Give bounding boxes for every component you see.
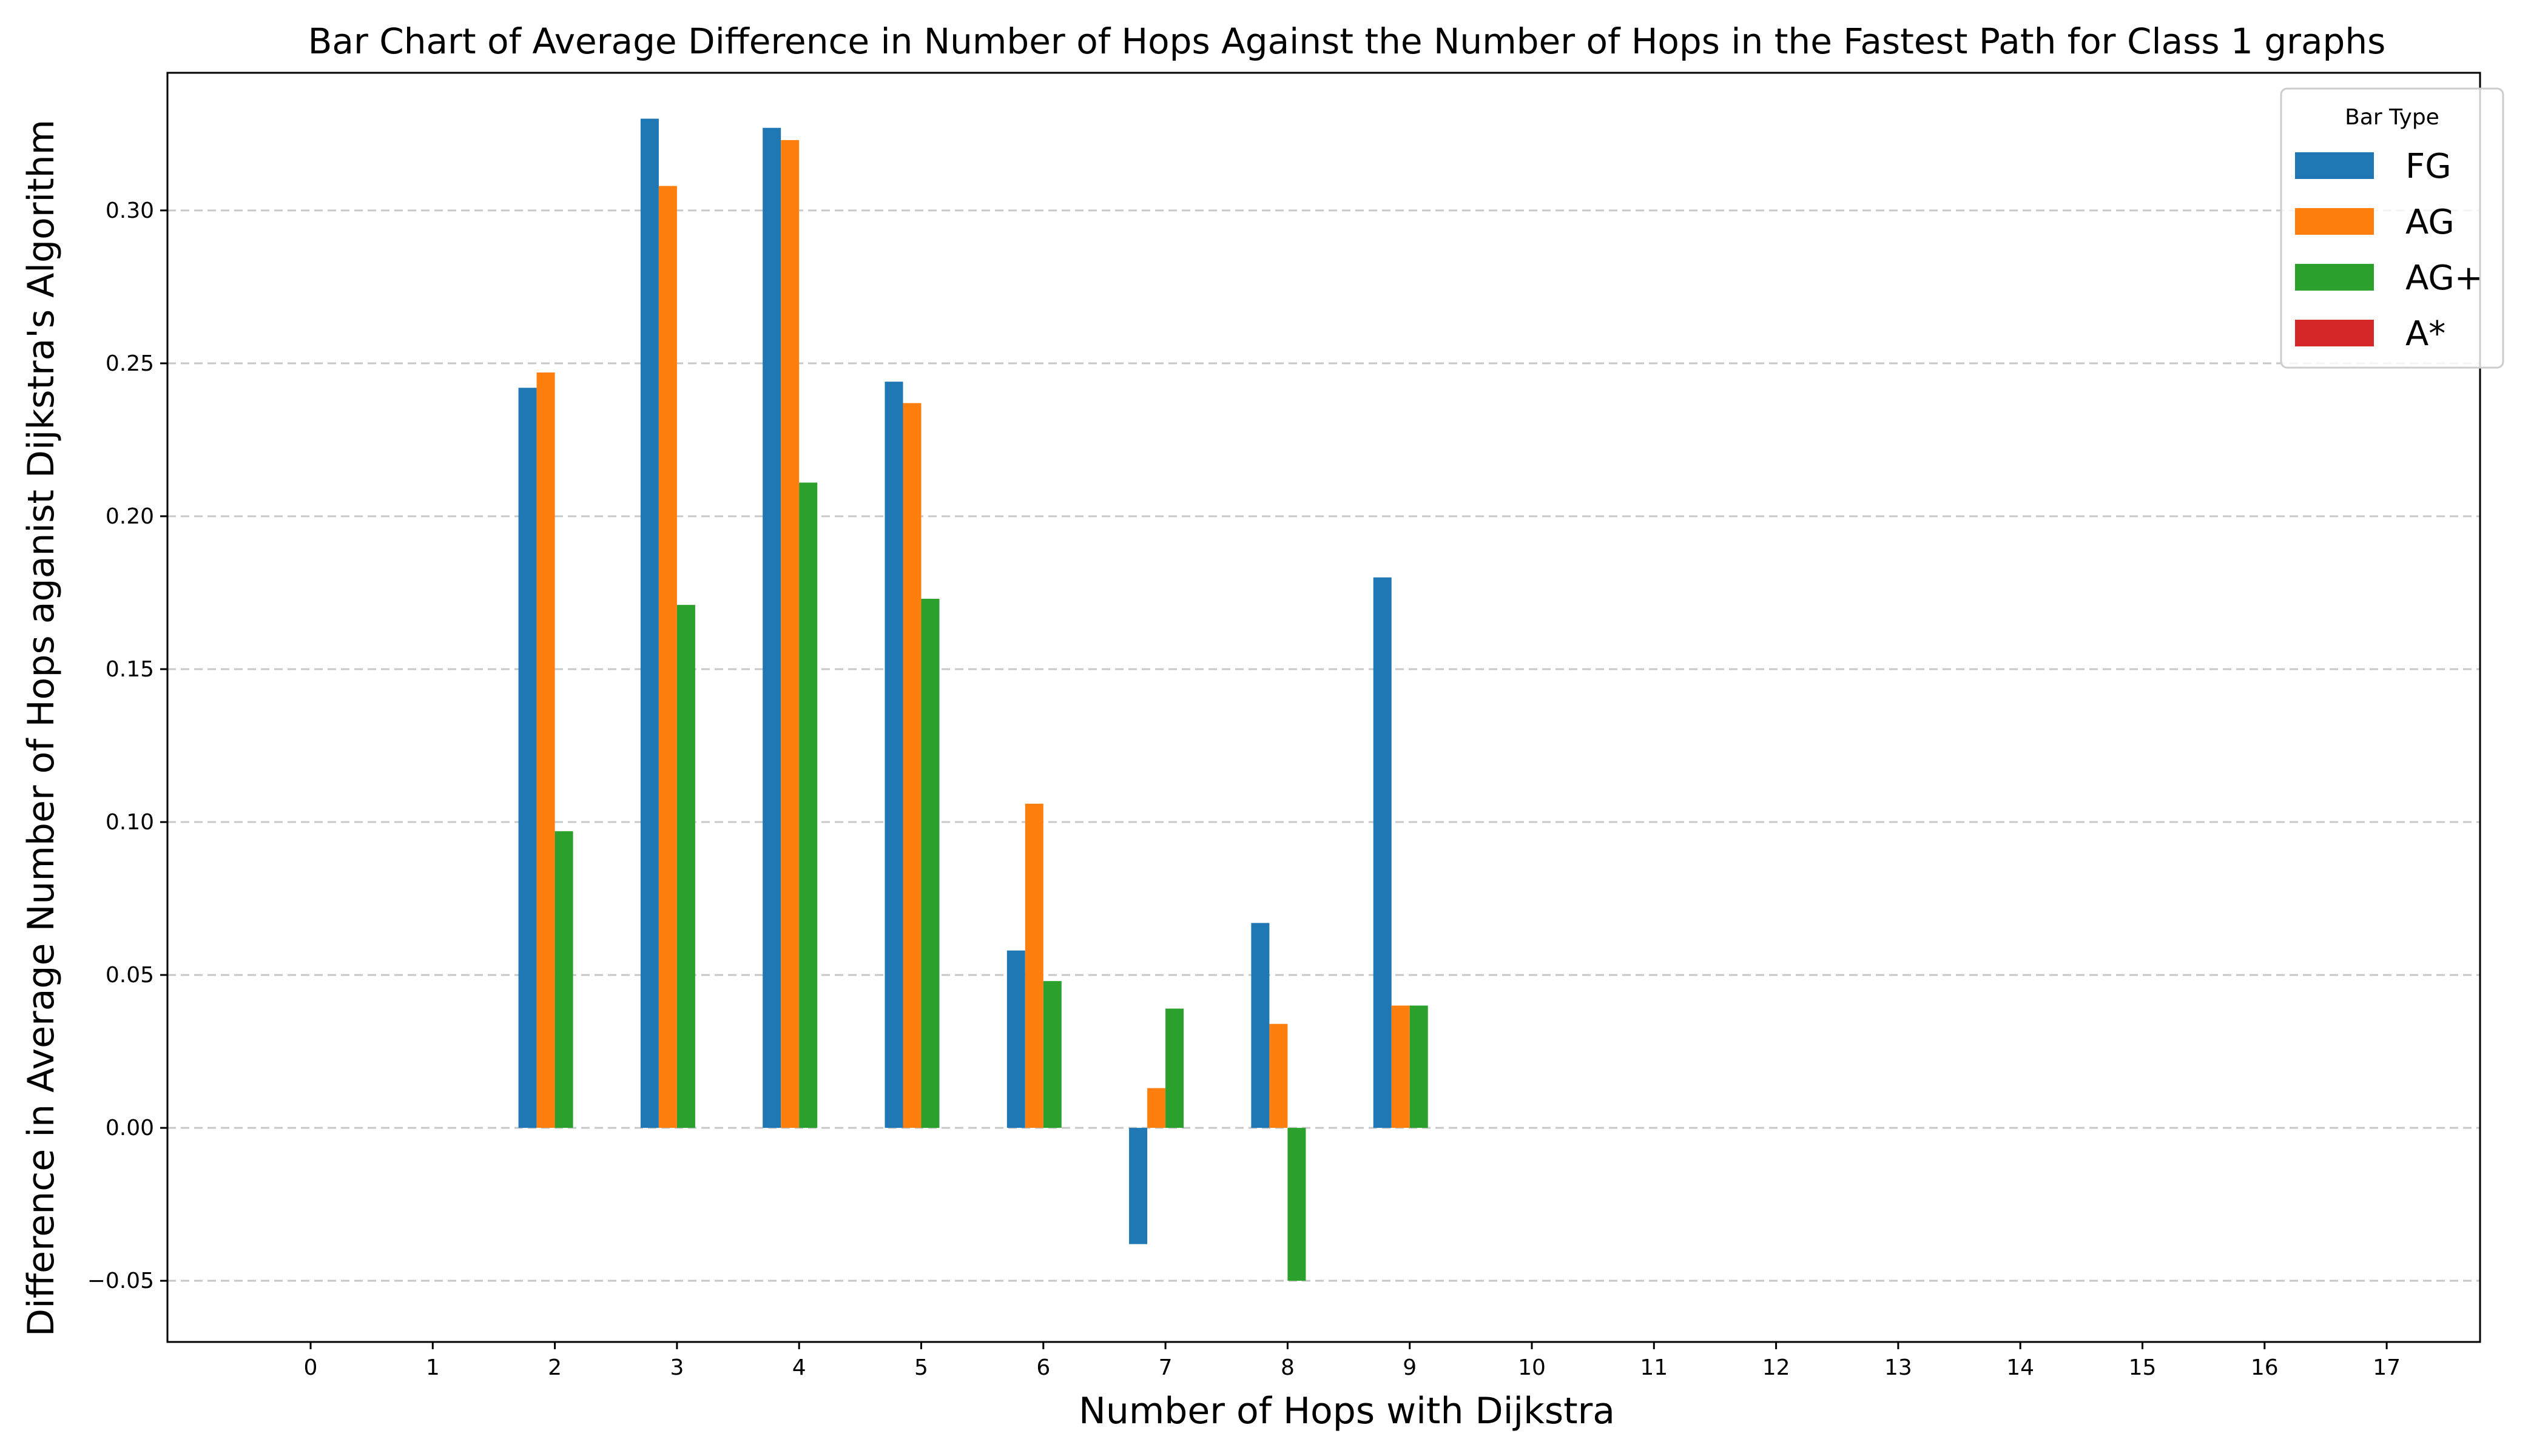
bar-ag-8 [1269, 1023, 1288, 1128]
x-tick-label: 15 [2129, 1355, 2157, 1380]
legend-label: FG [2405, 147, 2452, 186]
x-tick-label: 11 [1640, 1355, 1668, 1380]
bar-ag--8 [1287, 1128, 1306, 1281]
y-axis-label: Difference in Average Number of Hops aga… [20, 120, 62, 1336]
x-tick-label: 6 [1036, 1355, 1050, 1380]
bar-ag-5 [903, 403, 922, 1128]
legend-label: AG [2405, 203, 2455, 242]
bar-ag--2 [554, 831, 573, 1128]
bar-ag-3 [658, 186, 677, 1128]
bar-ag--4 [799, 482, 818, 1128]
x-tick-label: 3 [670, 1355, 684, 1380]
x-tick-label: 7 [1159, 1355, 1173, 1380]
bar-ag-4 [781, 140, 800, 1128]
chart-title: Bar Chart of Average Difference in Numbe… [308, 21, 2386, 62]
x-axis-label: Number of Hops with Dijkstra [1079, 1390, 1615, 1432]
grid-lines [167, 209, 2480, 1282]
legend-swatch [2295, 264, 2374, 291]
axis-ticks: −0.050.000.050.100.150.200.250.300 1 2 3 4 5 6… [87, 198, 2401, 1380]
bar-ag-6 [1025, 803, 1043, 1128]
bar-fg-3 [640, 118, 659, 1128]
plot-frame [166, 72, 2481, 1343]
x-tick-label: 10 [1518, 1355, 1546, 1380]
x-tick-label: 12 [1762, 1355, 1790, 1380]
x-tick-label: 1 [426, 1355, 440, 1380]
y-tick-label: 0.05 [106, 963, 154, 988]
y-tick-label: 0.20 [106, 504, 154, 529]
legend-title: Bar Type [2345, 105, 2439, 130]
bar-ag--5 [921, 599, 940, 1128]
y-tick-label: −0.05 [87, 1269, 154, 1293]
bar-ag-7 [1147, 1088, 1166, 1128]
legend-label: A* [2405, 314, 2445, 354]
x-tick-label: 0 [304, 1355, 318, 1380]
legend-label: AG+ [2405, 258, 2483, 298]
legend-swatch [2295, 152, 2374, 179]
bar-ag--9 [1409, 1005, 1428, 1128]
x-tick-label: 13 [1884, 1355, 1912, 1380]
bar-fg-7 [1129, 1128, 1148, 1244]
bar-fg-2 [518, 388, 537, 1128]
bar-fg-8 [1251, 923, 1270, 1128]
x-tick-label: 17 [2373, 1355, 2401, 1380]
bar-fg-6 [1006, 950, 1025, 1128]
y-tick-label: 0.25 [106, 351, 154, 376]
bar-ag--7 [1165, 1008, 1184, 1128]
bar-ag-2 [536, 372, 555, 1128]
legend-items: FG AG AG+ A* [2295, 147, 2483, 354]
bar-fg-5 [885, 382, 903, 1128]
y-tick-label: 0.00 [106, 1116, 154, 1141]
x-tick-label: 16 [2251, 1355, 2279, 1380]
y-tick-label: 0.10 [106, 810, 154, 835]
bar-ag--3 [676, 605, 695, 1128]
x-tick-label: 8 [1281, 1355, 1295, 1380]
x-tick-label: 4 [792, 1355, 806, 1380]
y-tick-label: 0.30 [106, 198, 154, 223]
x-tick-label: 14 [2006, 1355, 2034, 1380]
x-tick-label: 5 [914, 1355, 928, 1380]
x-tick-label: 9 [1403, 1355, 1417, 1380]
legend: Bar Type FG AG AG+ A* [2280, 87, 2504, 369]
bar-ag-9 [1391, 1005, 1410, 1128]
bars [518, 118, 1428, 1281]
bar-ag--6 [1043, 981, 1062, 1128]
x-tick-label: 2 [548, 1355, 562, 1380]
y-tick-label: 0.15 [106, 657, 154, 682]
bar-fg-9 [1373, 577, 1392, 1128]
legend-swatch [2295, 320, 2374, 346]
bar-fg-4 [763, 127, 781, 1128]
legend-swatch [2295, 208, 2374, 235]
